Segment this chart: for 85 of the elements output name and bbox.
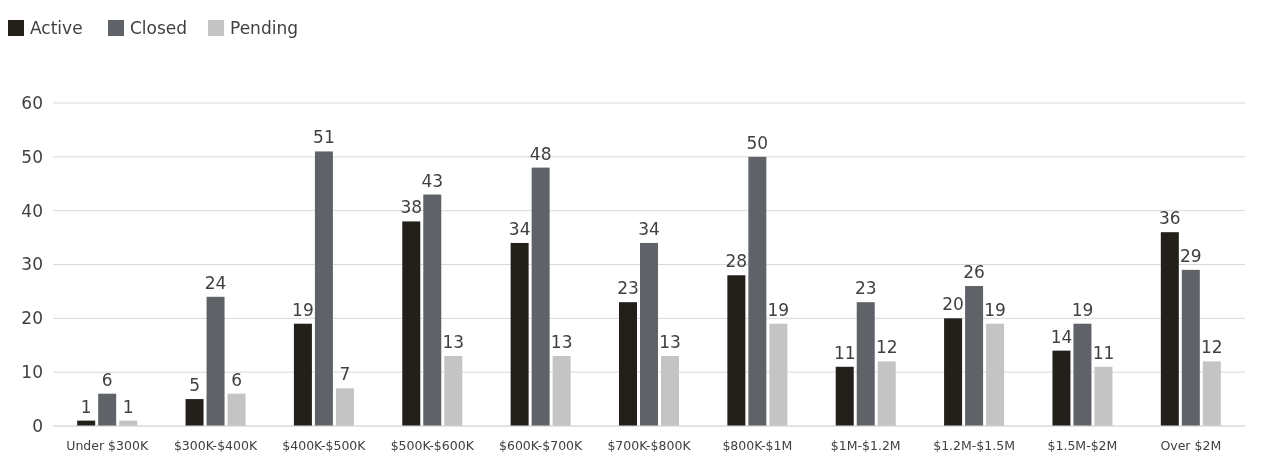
data-label: 48 — [529, 143, 552, 164]
x-tick-label: $400K-$500K — [282, 438, 367, 453]
bar — [835, 366, 854, 426]
y-tick-label: 20 — [21, 308, 43, 329]
data-label: 13 — [550, 332, 573, 353]
legend-label: Closed — [130, 17, 188, 38]
data-label: 34 — [638, 218, 660, 239]
y-tick-label: 50 — [21, 146, 43, 167]
bar — [444, 356, 463, 426]
bar — [402, 221, 421, 426]
x-tick-label: $1.5M-$2M — [1047, 438, 1118, 453]
data-label: 26 — [963, 262, 985, 283]
data-label: 29 — [1180, 245, 1202, 266]
data-label: 51 — [313, 127, 335, 148]
y-tick-label: 60 — [21, 92, 43, 113]
data-label: 19 — [767, 299, 790, 320]
data-label: 5 — [189, 375, 200, 396]
x-tick-label: $700K-$800K — [607, 438, 692, 453]
bar — [1052, 350, 1071, 426]
data-label: 6 — [101, 369, 113, 390]
data-label: 1 — [122, 396, 134, 417]
bar — [98, 393, 117, 426]
bar — [965, 286, 984, 426]
bar — [986, 323, 1005, 426]
data-label: 43 — [421, 170, 444, 191]
bar — [769, 323, 788, 426]
bar — [185, 399, 204, 426]
data-label: 14 — [1050, 326, 1073, 347]
bar — [1202, 361, 1221, 426]
data-label: 19 — [984, 299, 1006, 320]
data-label: 20 — [942, 294, 964, 315]
bar — [293, 323, 312, 426]
data-label: 23 — [854, 278, 877, 299]
data-label: 50 — [746, 132, 769, 153]
x-tick-label: Over $2M — [1160, 438, 1222, 453]
data-label: 12 — [1201, 337, 1223, 358]
bar — [619, 302, 637, 426]
x-tick-label: Under $300K — [66, 438, 149, 453]
data-label: 34 — [508, 218, 531, 239]
bar — [510, 242, 529, 426]
y-tick-label: 40 — [21, 200, 43, 221]
x-tick-label: $800K-$1M — [722, 438, 793, 453]
bar — [335, 388, 354, 426]
data-label: 13 — [442, 332, 465, 353]
data-label: 13 — [659, 332, 681, 353]
y-tick-label: 30 — [21, 254, 43, 275]
x-tick-label: $1M-$1.2M — [830, 438, 901, 453]
bar — [877, 361, 896, 426]
data-label: 7 — [339, 364, 351, 385]
bar — [856, 302, 875, 426]
bar — [552, 356, 571, 426]
data-label: 24 — [204, 272, 227, 293]
data-label: 11 — [1092, 342, 1115, 363]
legend-label: Pending — [230, 17, 298, 38]
x-tick-label: $300K-$400K — [173, 438, 258, 453]
bar — [1160, 232, 1179, 426]
data-label: 12 — [875, 337, 898, 358]
y-tick-label: 0 — [32, 415, 43, 436]
data-label: 38 — [400, 197, 423, 218]
bar — [748, 156, 767, 426]
data-label: 28 — [725, 251, 748, 272]
x-tick-label: $600K-$700K — [499, 438, 584, 453]
data-label: 11 — [833, 342, 856, 363]
y-tick-label: 10 — [21, 362, 43, 383]
legend-label: Active — [30, 17, 83, 38]
data-label: 6 — [231, 369, 242, 390]
bar — [314, 151, 333, 426]
data-label: 19 — [1071, 299, 1094, 320]
x-tick-label: $1.2M-$1.5M — [933, 438, 1015, 453]
data-label: 36 — [1159, 208, 1181, 229]
bar — [206, 296, 225, 426]
bar — [531, 167, 550, 426]
bar — [1094, 366, 1113, 426]
bar — [640, 242, 658, 426]
data-label: 23 — [617, 278, 639, 299]
bar — [944, 318, 963, 426]
bar — [1073, 323, 1092, 426]
bar — [1181, 269, 1200, 426]
bar — [661, 356, 679, 426]
data-label: 19 — [292, 299, 314, 320]
bar — [227, 393, 246, 426]
bar — [727, 275, 746, 426]
x-tick-label: $500K-$600K — [390, 438, 475, 453]
data-label: 1 — [80, 396, 92, 417]
bar — [423, 194, 442, 426]
